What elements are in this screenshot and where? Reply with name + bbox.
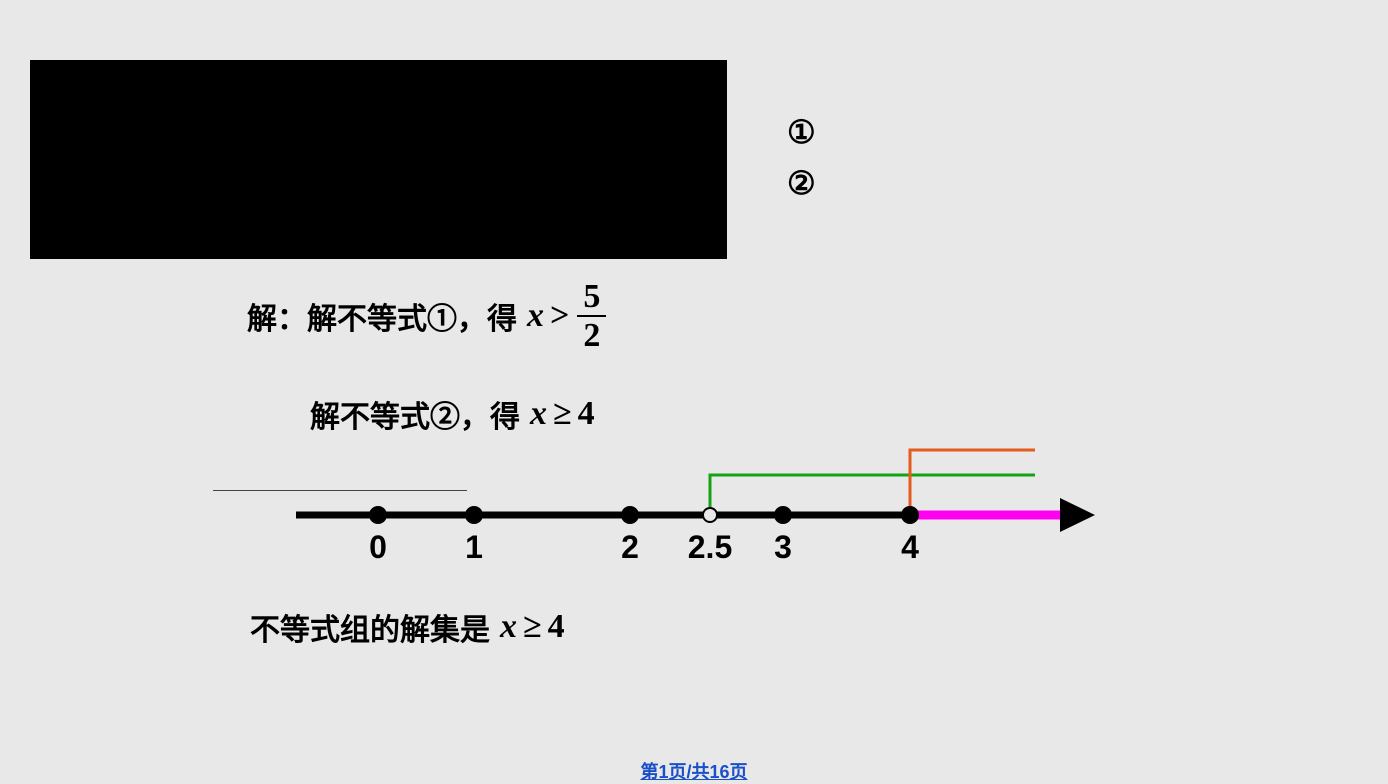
svg-text:2: 2: [621, 529, 639, 565]
number-line: 0 1 2 2.5 3 4: [0, 0, 1388, 781]
svg-text:1: 1: [465, 529, 483, 565]
svg-text:2.5: 2.5: [688, 529, 732, 565]
svg-text:4: 4: [901, 529, 919, 565]
page-footer: 第1页/共16页: [640, 758, 747, 777]
svg-text:3: 3: [774, 529, 792, 565]
svg-text:0: 0: [369, 529, 387, 565]
